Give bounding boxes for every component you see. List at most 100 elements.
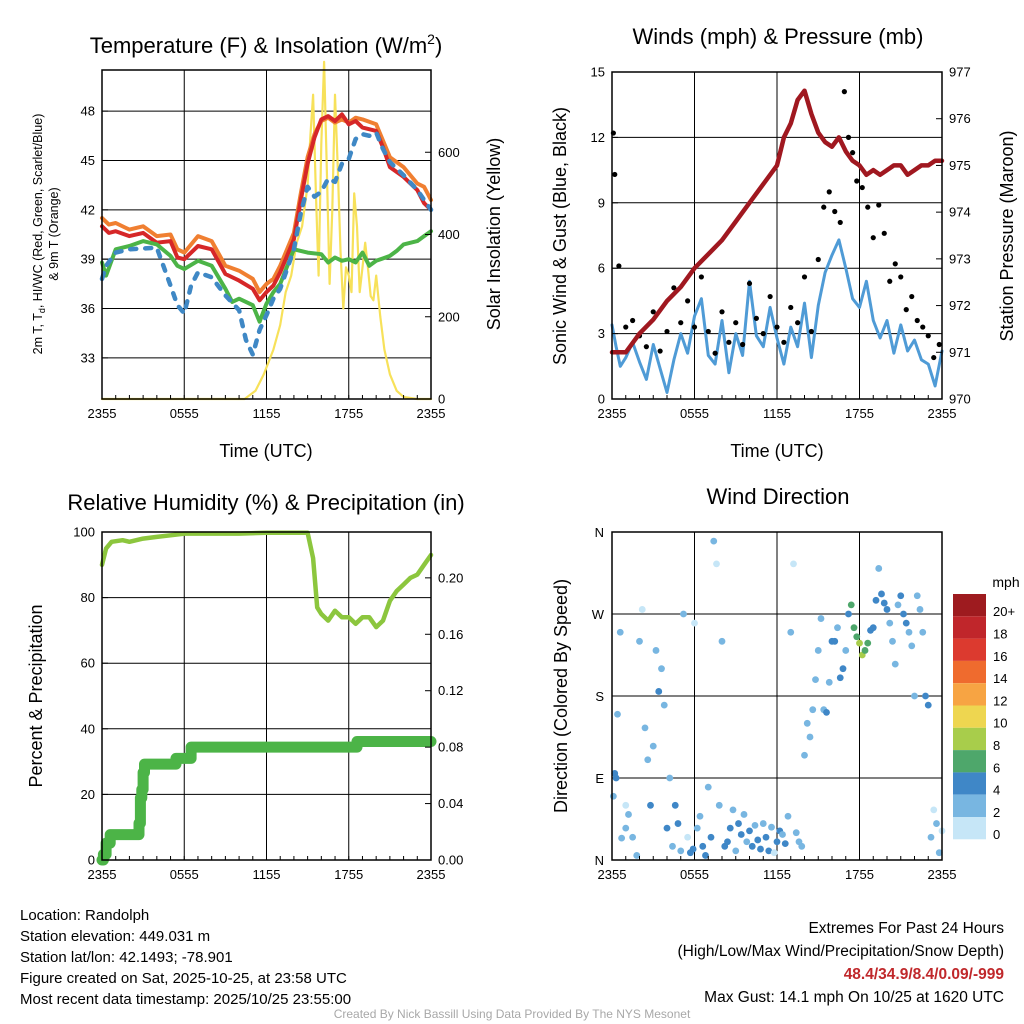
direction-point (718, 637, 726, 645)
direction-point (905, 628, 913, 636)
colorbar-swatch (953, 660, 986, 684)
gust-point (841, 89, 847, 95)
left-tick-label: 80 (81, 590, 95, 605)
gust-point (643, 344, 649, 350)
gust-point (914, 317, 920, 324)
direction-point (842, 647, 850, 654)
station-elevation: Station elevation: 449.031 m (20, 928, 211, 945)
right-tick-label: 973 (949, 251, 971, 266)
left-tick-label: 33 (81, 350, 95, 365)
colorbar-title: mph (992, 574, 1019, 590)
direction-point (609, 792, 617, 800)
direction-point (765, 847, 773, 855)
direction-point (666, 774, 674, 782)
direction-point (809, 706, 817, 714)
x-tick-label: 2355 (88, 867, 117, 882)
solar-ylabel: Solar Insolation (Yellow) (484, 138, 504, 330)
colorbar-label: 20+ (993, 604, 1015, 619)
temperature-ylabel-line2: & 9m T (Orange) (47, 187, 61, 280)
direction-point (768, 823, 775, 831)
direction-point (614, 710, 621, 718)
direction-point (759, 820, 767, 827)
x-tick-label: 2355 (928, 867, 957, 882)
x-tick-label: 1755 (334, 867, 363, 882)
gust-point (826, 189, 832, 195)
series-wind-chill (99, 130, 434, 357)
colorbar-label: 16 (993, 649, 1007, 664)
gust-point (801, 274, 808, 280)
left-tick-label: 39 (81, 252, 95, 267)
gust-point (657, 348, 663, 354)
direction-point (746, 827, 753, 835)
colorbar-swatch (953, 683, 986, 706)
direction-point (770, 849, 778, 857)
direction-point (663, 824, 671, 832)
direction-point (875, 565, 883, 572)
colorbar-swatch (953, 727, 986, 751)
right-tick-label: 200 (438, 309, 460, 324)
gust-point (767, 293, 773, 300)
direction-point (689, 845, 697, 853)
direction-point (633, 852, 641, 859)
gust-point (664, 328, 670, 335)
direction-point (696, 812, 704, 820)
direction-point (644, 756, 652, 764)
left-tick-label: 36 (81, 301, 95, 316)
left-tick-label: 9 (598, 195, 605, 210)
direction-point (803, 719, 811, 727)
right-tick-label: 976 (949, 111, 971, 126)
temperature-title: Temperature (F) & Insolation (W/m2) (90, 31, 443, 58)
station-location: Location: Randolph (20, 907, 150, 924)
right-tick-label: 971 (949, 345, 971, 360)
direction-point (861, 647, 869, 654)
colorbar-label: 2 (993, 805, 1000, 820)
station-latlon: Station lat/lon: 42.1493; -78.901 (20, 949, 233, 966)
direction-point (618, 834, 626, 842)
x-tick-label: 2355 (928, 406, 957, 421)
direction-point (751, 821, 759, 829)
direction-point (853, 633, 861, 641)
winds-title: Winds (mph) & Pressure (mb) (633, 24, 924, 49)
direction-point (677, 847, 685, 855)
direction-point (699, 842, 707, 850)
colorbar-label: 12 (993, 693, 1007, 708)
gust-point (898, 274, 904, 280)
x-tick-label: 1755 (845, 867, 874, 882)
direction-point (710, 537, 718, 545)
gust-point (832, 208, 838, 215)
gust-point (612, 171, 618, 178)
left-tick-label: 100 (73, 525, 95, 540)
x-tick-label: 2355 (598, 867, 627, 882)
left-tick-label: 0 (598, 392, 605, 407)
speed-colorbar: 20+ 18 16 14 12 10 8 6 4 2 0 (953, 594, 1015, 842)
direction-point (900, 610, 907, 618)
winds-xlabel: Time (UTC) (730, 441, 823, 461)
direction-point (732, 847, 740, 855)
direction-point (933, 820, 940, 827)
gust-point (870, 235, 876, 241)
direction-point (825, 678, 833, 686)
series-relative-humidity (99, 530, 434, 630)
direction-point (798, 842, 806, 850)
direction-point (616, 628, 624, 636)
gust-point (726, 339, 732, 345)
direction-point (652, 647, 660, 654)
right-tick-label: 0 (438, 392, 445, 407)
direction-point (823, 709, 830, 716)
left-tick-label: 20 (81, 787, 95, 802)
direction-point (729, 806, 737, 814)
gust-point (760, 331, 766, 337)
left-tick-label: 40 (81, 721, 95, 736)
direction-point (908, 642, 916, 650)
x-tick-label: 2355 (417, 867, 446, 882)
direction-point (735, 820, 742, 827)
winddir-ylabel: Direction (Colored By Speed) (551, 579, 571, 813)
direction-point (702, 852, 709, 859)
direction-point (911, 692, 918, 700)
direction-point (924, 701, 932, 709)
right-tick-label: 0.16 (438, 627, 463, 642)
winddir-title: Wind Direction (706, 484, 849, 509)
gust-point (854, 178, 860, 184)
direction-point (845, 610, 852, 618)
